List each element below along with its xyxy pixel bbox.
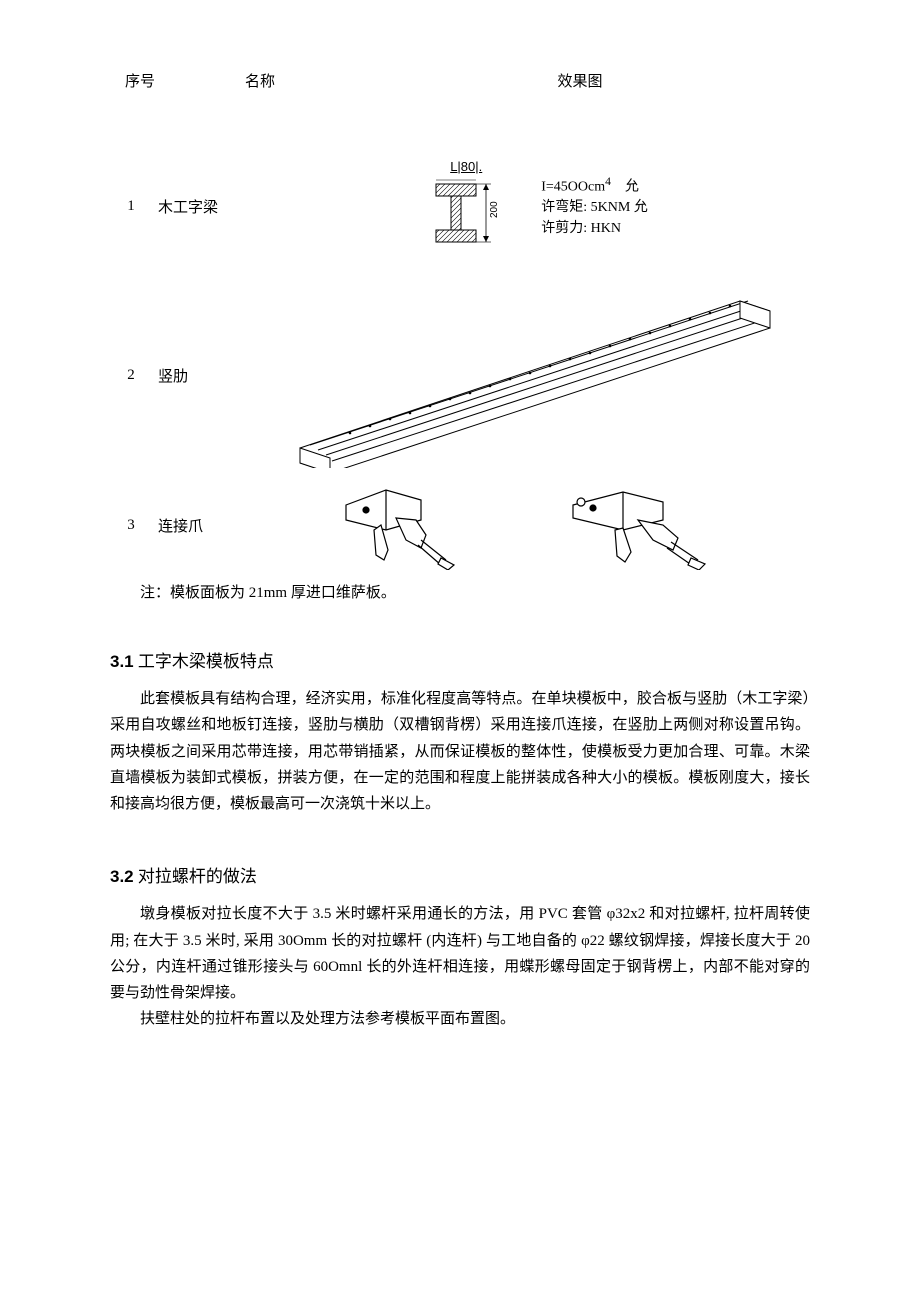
row1-figure: L|80|. xyxy=(249,141,810,271)
table-note: 注：模板面板为 21mm 厚进口维萨板。 xyxy=(140,581,810,602)
row1-name: 木工字梁 xyxy=(152,141,249,271)
spec-line3: 许剪力: HKN xyxy=(541,218,648,239)
spec-i: I=45OOcm xyxy=(541,179,605,194)
row2-name: 竖肋 xyxy=(152,275,249,475)
section-31-p1: 此套模板具有结构合理，经济实用，标准化程度高等特点。在单块模板中，胶合板与竖肋（… xyxy=(110,686,810,817)
row3-name: 连接爪 xyxy=(152,475,249,575)
table-row-1: 1 木工字梁 L|80|. xyxy=(110,141,810,271)
claw-right-icon xyxy=(563,480,733,570)
section-32-txt: 对拉螺杆的做法 xyxy=(138,867,257,886)
section-32-p2: 扶壁柱处的拉杆布置以及处理方法参考模板平面布置图。 xyxy=(110,1006,810,1032)
ibeam-specs: I=45OOcm4 允 许弯矩: 5KNM 允 许剪力: HKN xyxy=(541,173,648,240)
row3-figure xyxy=(249,475,810,575)
section-31-num: 3.1 xyxy=(110,652,134,671)
row1-num: 1 xyxy=(110,141,152,271)
section-31-txt: 工字木梁模板特点 xyxy=(138,652,274,671)
ibeam-top-label: L|80|. xyxy=(450,159,482,174)
spec-line2: 许弯矩: 5KNM 允 xyxy=(541,197,648,218)
header-col-num: 序号 xyxy=(110,70,170,91)
section-31-title: 3.1 工字木梁模板特点 xyxy=(110,647,810,672)
svg-text:200: 200 xyxy=(489,201,500,218)
spec-i-tail: 允 xyxy=(611,179,639,194)
claw-left-icon xyxy=(326,480,496,570)
header-col-img: 效果图 xyxy=(350,70,810,91)
ibeam-icon: 200 xyxy=(411,178,521,253)
section-32-num: 3.2 xyxy=(110,867,134,886)
row2-num: 2 xyxy=(110,275,152,475)
section-32-p1: 墩身模板对拉长度不大于 3.5 米时螺杆采用通长的方法，用 PVC 套管 φ32… xyxy=(110,901,810,1006)
section-32-title: 3.2 对拉螺杆的做法 xyxy=(110,862,810,887)
header-col-name: 名称 xyxy=(170,70,350,91)
row3-num: 3 xyxy=(110,475,152,575)
row2-figure xyxy=(249,275,810,475)
table-row-2: 2 竖肋 xyxy=(110,275,810,475)
table-row-3: 3 连接爪 xyxy=(110,475,810,575)
rail-icon xyxy=(270,283,790,468)
